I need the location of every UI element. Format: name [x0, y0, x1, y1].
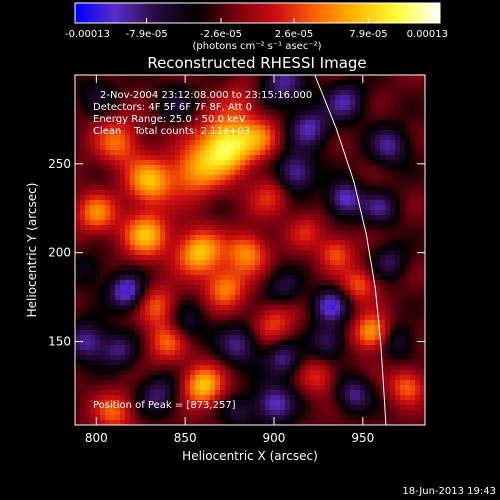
y-tick-label: 150	[48, 334, 71, 348]
colorbar-ticks	[74, 18, 441, 23]
plot-ticks	[75, 75, 425, 425]
annotation-energy-range: Energy Range: 25.0 - 50.0 keV	[93, 114, 246, 125]
annotation-block: 2-Nov-2004 23:12:08.000 to 23:15:16.000 …	[93, 90, 312, 137]
colorbar-tick-label: 0.00013	[407, 29, 448, 40]
x-tick-label: 850	[174, 431, 197, 445]
colorbar-tick-label: -7.9e-05	[126, 29, 168, 40]
x-tick-label: 800	[85, 431, 108, 445]
colorbar-gradient	[74, 2, 441, 24]
plot-frame	[74, 74, 426, 426]
colorbar-tick-label: 2.6e-05	[275, 29, 313, 40]
heatmap-image	[75, 75, 425, 425]
x-tick-labels: 800 850 900 950	[85, 431, 374, 445]
colorbar-unit-label: (photons cm⁻² s⁻¹ asec⁻²)	[192, 41, 321, 52]
annotation-detectors: Detectors: 4F 5F 6F 7F 8F, Att 0	[93, 102, 252, 113]
y-tick-labels: 150 200 250	[48, 157, 71, 349]
solar-limb-line	[314, 74, 387, 426]
annotation-time-range: 2-Nov-2004 23:12:08.000 to 23:15:16.000	[100, 90, 312, 101]
peak-position-label: Position of Peak = [873,257]	[93, 400, 236, 411]
y-axis-title: Heliocentric Y (arcsec)	[25, 183, 39, 318]
annotation-clean-counts: Clean Total counts: 2.11e+03	[93, 126, 250, 137]
chart-title: Reconstructed RHESSI Image	[147, 54, 366, 72]
x-axis-title: Heliocentric X (arcsec)	[182, 449, 318, 463]
colorbar: -0.00013 -7.9e-05 -2.6e-05 2.6e-05 7.9e-05 0.…	[65, 2, 448, 52]
colorbar-tick-label: 7.9e-05	[349, 29, 387, 40]
footer-date: 18-Jun-2013 19:43	[402, 486, 496, 497]
x-tick-label: 950	[351, 431, 374, 445]
colorbar-tick-label: -0.00013	[65, 29, 110, 40]
y-tick-label: 250	[48, 157, 71, 171]
y-tick-label: 200	[48, 246, 71, 260]
colorbar-tick-labels: -0.00013 -7.9e-05 -2.6e-05 2.6e-05 7.9e-05 0.…	[65, 29, 448, 40]
colorbar-tick-label: -2.6e-05	[200, 29, 242, 40]
heatmap-plot	[74, 74, 426, 426]
x-tick-label: 900	[263, 431, 286, 445]
